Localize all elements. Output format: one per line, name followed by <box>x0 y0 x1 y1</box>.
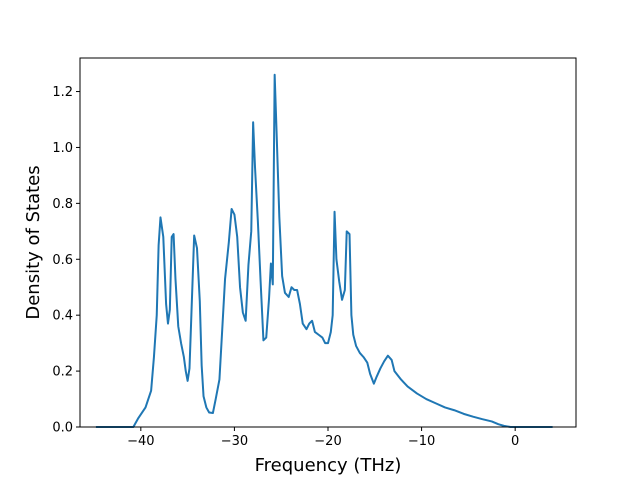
plot-area <box>95 73 553 428</box>
y-axis-label: Density of States <box>23 165 44 319</box>
x-tick-label: −20 <box>314 434 341 449</box>
y-tick-label: 0.0 <box>52 421 73 436</box>
x-tick-label: 0 <box>511 434 519 449</box>
plot-frame <box>79 57 577 428</box>
axis-ticks: −40 −30 −20 −10 0 0.0 0.2 0.4 0.6 0.8 1.0 1.2 <box>52 85 519 449</box>
y-tick-label: 1.0 <box>52 141 73 156</box>
y-tick-label: 1.2 <box>52 85 73 100</box>
dos-series-line <box>95 73 553 428</box>
y-tick-label: 0.2 <box>52 365 73 380</box>
x-axis-label: Frequency (THz) <box>255 455 402 476</box>
x-tick-label: −10 <box>408 434 435 449</box>
y-tick-label: 0.4 <box>52 309 73 324</box>
y-tick-label: 0.6 <box>52 253 73 268</box>
y-tick-label: 0.8 <box>52 197 73 212</box>
x-tick-label: −30 <box>221 434 248 449</box>
x-tick-label: −40 <box>127 434 154 449</box>
